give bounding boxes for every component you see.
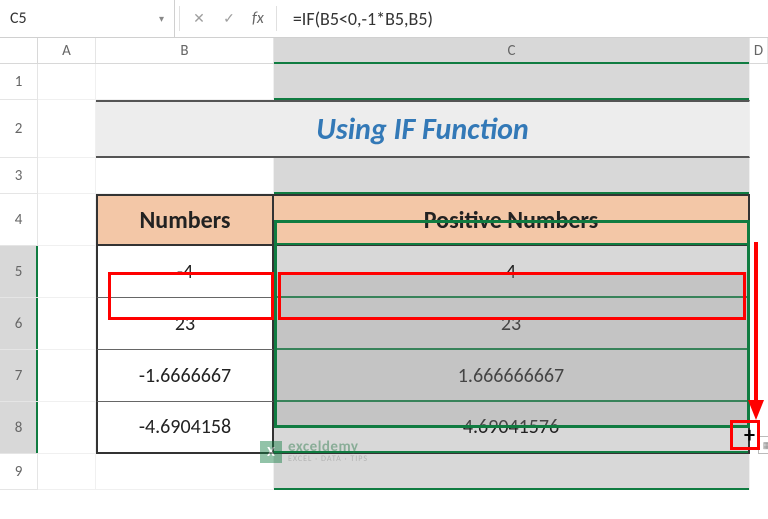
cell-c7[interactable]: 1.666666667 xyxy=(274,350,750,402)
cancel-icon[interactable]: ✕ xyxy=(184,0,214,37)
annotation-arrow xyxy=(746,242,766,422)
watermark-sub: EXCEL · DATA · TIPS xyxy=(288,455,368,463)
cell-c1[interactable] xyxy=(274,64,750,100)
row-header-5[interactable]: 5 xyxy=(0,246,38,298)
col-header-c[interactable]: C xyxy=(274,38,750,63)
col-header-a[interactable]: A xyxy=(38,38,96,63)
cell-c3[interactable] xyxy=(274,158,750,194)
fx-icon[interactable]: fx xyxy=(244,9,272,28)
cell-c6[interactable]: 23 xyxy=(274,298,750,350)
confirm-icon[interactable]: ✓ xyxy=(214,0,244,37)
cell-b9[interactable] xyxy=(96,454,274,490)
name-box-value: C5 xyxy=(10,9,27,28)
cell-b3[interactable] xyxy=(96,158,274,194)
row-header-9[interactable]: 9 xyxy=(0,454,38,490)
cell-a9[interactable] xyxy=(38,454,96,490)
cell-c5[interactable]: 4 xyxy=(274,246,750,298)
row-2: 2 Using IF Function xyxy=(0,100,768,158)
row-7: 7 -1.6666667 1.666666667 xyxy=(0,350,768,402)
row-header-4[interactable]: 4 xyxy=(0,194,38,246)
row-1: 1 xyxy=(0,64,768,100)
header-positive[interactable]: Positive Numbers xyxy=(274,194,750,246)
cell-b7[interactable]: -1.6666667 xyxy=(96,350,274,402)
excel-icon: X xyxy=(260,441,282,463)
cell-b5[interactable]: -4 xyxy=(96,246,274,298)
row-9: 9 xyxy=(0,454,768,490)
autofill-options-icon[interactable]: ▦ xyxy=(758,436,768,454)
cell-a6[interactable] xyxy=(38,298,96,350)
row-header-1[interactable]: 1 xyxy=(0,64,38,100)
watermark: X exceldemy EXCEL · DATA · TIPS xyxy=(260,440,368,463)
row-4: 4 Numbers Positive Numbers xyxy=(0,194,768,246)
cell-a4[interactable] xyxy=(38,194,96,246)
cell-a1[interactable] xyxy=(38,64,96,100)
row-header-8[interactable]: 8 xyxy=(0,402,38,454)
formula-bar: C5 ▾ ✕ ✓ fx =IF(B5<0,-1*B5,B5) xyxy=(0,0,768,38)
cell-a3[interactable] xyxy=(38,158,96,194)
divider xyxy=(276,6,277,32)
fill-handle-cursor[interactable]: + xyxy=(744,424,755,446)
formula-controls: ✕ ✓ fx xyxy=(175,0,281,37)
row-header-2[interactable]: 2 xyxy=(0,100,38,158)
row-3: 3 xyxy=(0,158,768,194)
cell-a8[interactable] xyxy=(38,402,96,454)
name-box[interactable]: C5 ▾ xyxy=(0,0,175,37)
row-header-3[interactable]: 3 xyxy=(0,158,38,194)
row-header-6[interactable]: 6 xyxy=(0,298,38,350)
cell-b8[interactable]: -4.6904158 xyxy=(96,402,274,454)
row-5: 5 -4 4 xyxy=(0,246,768,298)
title-cell[interactable]: Using IF Function xyxy=(96,100,750,158)
column-headers: A B C D xyxy=(0,38,768,64)
col-header-b[interactable]: B xyxy=(96,38,274,63)
chevron-down-icon[interactable]: ▾ xyxy=(159,12,164,25)
row-header-7[interactable]: 7 xyxy=(0,350,38,402)
row-6: 6 23 23 xyxy=(0,298,768,350)
cell-a7[interactable] xyxy=(38,350,96,402)
row-8: 8 -4.6904158 4.69041576 xyxy=(0,402,768,454)
cell-a2[interactable] xyxy=(38,100,96,158)
cell-b1[interactable] xyxy=(96,64,274,100)
watermark-main: exceldemy xyxy=(288,440,368,455)
cell-b6[interactable]: 23 xyxy=(96,298,274,350)
header-numbers[interactable]: Numbers xyxy=(96,194,274,246)
select-all-corner[interactable] xyxy=(0,38,38,63)
cell-a5[interactable] xyxy=(38,246,96,298)
col-header-d[interactable]: D xyxy=(750,38,768,63)
divider xyxy=(179,6,180,32)
formula-input[interactable]: =IF(B5<0,-1*B5,B5) xyxy=(281,8,433,30)
